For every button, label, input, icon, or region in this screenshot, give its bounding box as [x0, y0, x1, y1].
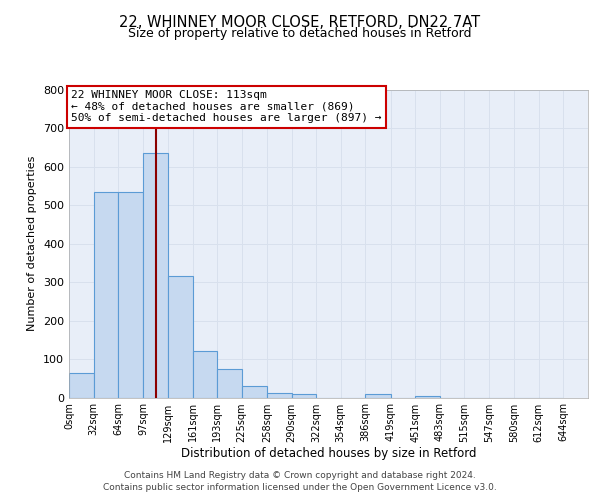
- Bar: [118, 192, 143, 398]
- Bar: [69, 372, 94, 398]
- Bar: [415, 396, 440, 398]
- Bar: [267, 393, 292, 398]
- X-axis label: Distribution of detached houses by size in Retford: Distribution of detached houses by size …: [181, 448, 476, 460]
- Text: Contains public sector information licensed under the Open Government Licence v3: Contains public sector information licen…: [103, 482, 497, 492]
- Bar: [365, 394, 391, 398]
- Text: 22, WHINNEY MOOR CLOSE, RETFORD, DN22 7AT: 22, WHINNEY MOOR CLOSE, RETFORD, DN22 7A…: [119, 15, 481, 30]
- Bar: [94, 192, 118, 398]
- Bar: [193, 352, 217, 398]
- Bar: [168, 276, 193, 398]
- Bar: [242, 386, 267, 398]
- Text: Contains HM Land Registry data © Crown copyright and database right 2024.: Contains HM Land Registry data © Crown c…: [124, 472, 476, 480]
- Bar: [143, 154, 168, 398]
- Bar: [292, 394, 316, 398]
- Bar: [217, 368, 242, 398]
- Text: Size of property relative to detached houses in Retford: Size of property relative to detached ho…: [128, 28, 472, 40]
- Y-axis label: Number of detached properties: Number of detached properties: [28, 156, 37, 332]
- Text: 22 WHINNEY MOOR CLOSE: 113sqm
← 48% of detached houses are smaller (869)
50% of : 22 WHINNEY MOOR CLOSE: 113sqm ← 48% of d…: [71, 90, 382, 123]
